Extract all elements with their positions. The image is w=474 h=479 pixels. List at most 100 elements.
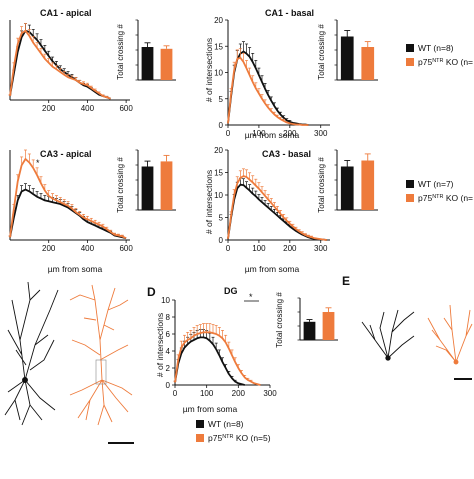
y-tick-label: 10: [161, 296, 170, 305]
legend-swatch-wt: [406, 180, 414, 188]
ylabel-ca1-basal: # of intersections: [204, 38, 214, 102]
neuron-tracing-wt-ca3: [4, 281, 59, 426]
legend-ko-prefix: p75: [418, 193, 432, 203]
legend-swatch-ko: [196, 434, 204, 442]
legend-ko-sup: NTR: [432, 194, 443, 200]
bar-wt: [340, 36, 354, 80]
series-line-ko: [174, 331, 261, 386]
y-tick-label: 4: [166, 347, 171, 356]
series-line-wt: [174, 336, 245, 386]
neuron-tracing-ko-ca3: [69, 284, 133, 426]
y-tick-label: 15: [214, 42, 223, 51]
legend-ko-sup: NTR: [222, 434, 233, 440]
x-tick-label: 200: [283, 129, 297, 138]
x-tick-label: 600: [119, 104, 133, 113]
plot-dg: 0 100 200 300 0 2 4 6 8 10: [161, 296, 277, 398]
x-tick-label: 200: [42, 244, 56, 253]
series-line-wt: [227, 50, 309, 126]
legend-swatch-ko: [406, 58, 414, 66]
y-tick-label: 10: [214, 69, 223, 78]
ylabel-ca1-basal-bar: Total crossing #: [317, 24, 326, 80]
title-ca1-basal: CA1 - basal: [265, 8, 314, 18]
plot-ca1_apical_bar: [135, 19, 176, 81]
x-tick-label: 100: [252, 244, 266, 253]
x-tick-label: 0: [226, 244, 231, 253]
title-ca1-apical: CA1 - apical: [40, 8, 92, 18]
legend-dg: WT (n=8) p75NTR KO (n=5): [196, 419, 271, 443]
x-tick-label: 200: [283, 244, 297, 253]
legend-top: WT (n=8) p75NTR KO (n=: [406, 43, 473, 67]
y-tick-label: 0: [166, 381, 171, 390]
scale-bar-dg: [454, 378, 472, 380]
x-tick-label: 300: [314, 129, 328, 138]
y-tick-label: 6: [166, 330, 171, 339]
bar-ko: [160, 161, 173, 210]
legend-swatch-ko: [406, 194, 414, 202]
legend-ko-suffix: KO (n=: [444, 193, 474, 203]
legend-swatch-wt: [406, 44, 414, 52]
y-tick-label: 10: [214, 191, 223, 200]
legend-label-wt: WT (n=8): [208, 419, 244, 429]
x-tick-label: 200: [42, 104, 56, 113]
ylabel-dg: # of intersections: [155, 313, 165, 377]
series-line-ko: [227, 175, 328, 241]
title-dg: DG: [224, 286, 238, 296]
ylabel-ca3-apical-bar: Total crossing #: [116, 157, 125, 213]
x-tick-label: 0: [226, 129, 231, 138]
series-line-ko: [227, 56, 309, 126]
y-tick-label: 8: [166, 313, 171, 322]
ylabel-dg-bar: Total crossing #: [275, 292, 284, 348]
bar-ko: [160, 48, 173, 80]
panel-letter-d: D: [147, 285, 156, 299]
annotation-dg: *: [249, 292, 253, 302]
title-ca3-apical: CA3 - apical: [40, 149, 92, 159]
bar-wt: [303, 321, 316, 340]
xlabel-ca1-basal: µm from soma: [245, 130, 300, 140]
xlabel-ca3-apical: µm from soma: [48, 264, 103, 274]
y-tick-label: 0: [219, 236, 224, 245]
legend-label-ko: p75NTR KO (n=: [418, 193, 473, 203]
xlabel-dg: µm from soma: [183, 404, 238, 414]
bar-ko: [361, 160, 375, 210]
ylabel-ca3-basal: # of intersections: [204, 170, 214, 234]
plot-ca1_basal: 0 100 200 300 0 5 10 15 20: [214, 16, 330, 138]
legend-label-ko: p75NTR KO (n=: [418, 57, 473, 67]
legend-label-ko: p75NTR KO (n=5): [208, 433, 271, 443]
legend-ko-prefix: p75: [208, 433, 222, 443]
y-tick-label: 5: [219, 95, 224, 104]
x-tick-label: 400: [81, 104, 95, 113]
panel-letter-e: E: [342, 274, 350, 288]
bar-ko: [322, 312, 335, 340]
scale-bar: [108, 442, 134, 444]
series-line-ko: [9, 158, 127, 240]
series-line-wt: [9, 29, 111, 100]
x-tick-label: 0: [173, 389, 178, 398]
bar-wt: [141, 47, 154, 80]
legend-ko-sup: NTR: [432, 58, 443, 64]
plot-ca3_apical_bar: [135, 149, 176, 211]
bar-ko: [361, 47, 375, 80]
xlabel-ca3-basal: µm from soma: [245, 264, 300, 274]
legend-label-wt: WT (n=8): [418, 43, 454, 53]
y-tick-label: 0: [219, 121, 224, 130]
plot-ca3_apical: 200 400 600: [8, 149, 133, 253]
plot-ca3_basal: 0 100 200 300 0 5 10 15 20: [214, 146, 330, 253]
y-tick-label: 2: [166, 364, 171, 373]
title-ca3-basal: CA3 - basal: [262, 149, 311, 159]
bar-wt: [141, 166, 154, 210]
ylabel-ca3-basal-bar: Total crossing #: [317, 157, 326, 213]
x-tick-label: 400: [81, 244, 95, 253]
legend-ko-suffix: KO (n=: [444, 57, 474, 67]
plot-ca1_basal_bar: [334, 19, 378, 81]
x-tick-label: 100: [200, 389, 214, 398]
legend-label-wt: WT (n=7): [418, 179, 454, 189]
neuron-tracing-wt-dg: [361, 309, 415, 361]
series-line-ko: [9, 29, 111, 100]
plot-ca1_apical: 200 400 600: [8, 20, 133, 113]
y-tick-label: 20: [214, 146, 223, 155]
ylabel-ca1-apical-bar: Total crossing #: [116, 24, 125, 80]
legend-swatch-wt: [196, 420, 204, 428]
x-tick-label: 300: [314, 244, 328, 253]
